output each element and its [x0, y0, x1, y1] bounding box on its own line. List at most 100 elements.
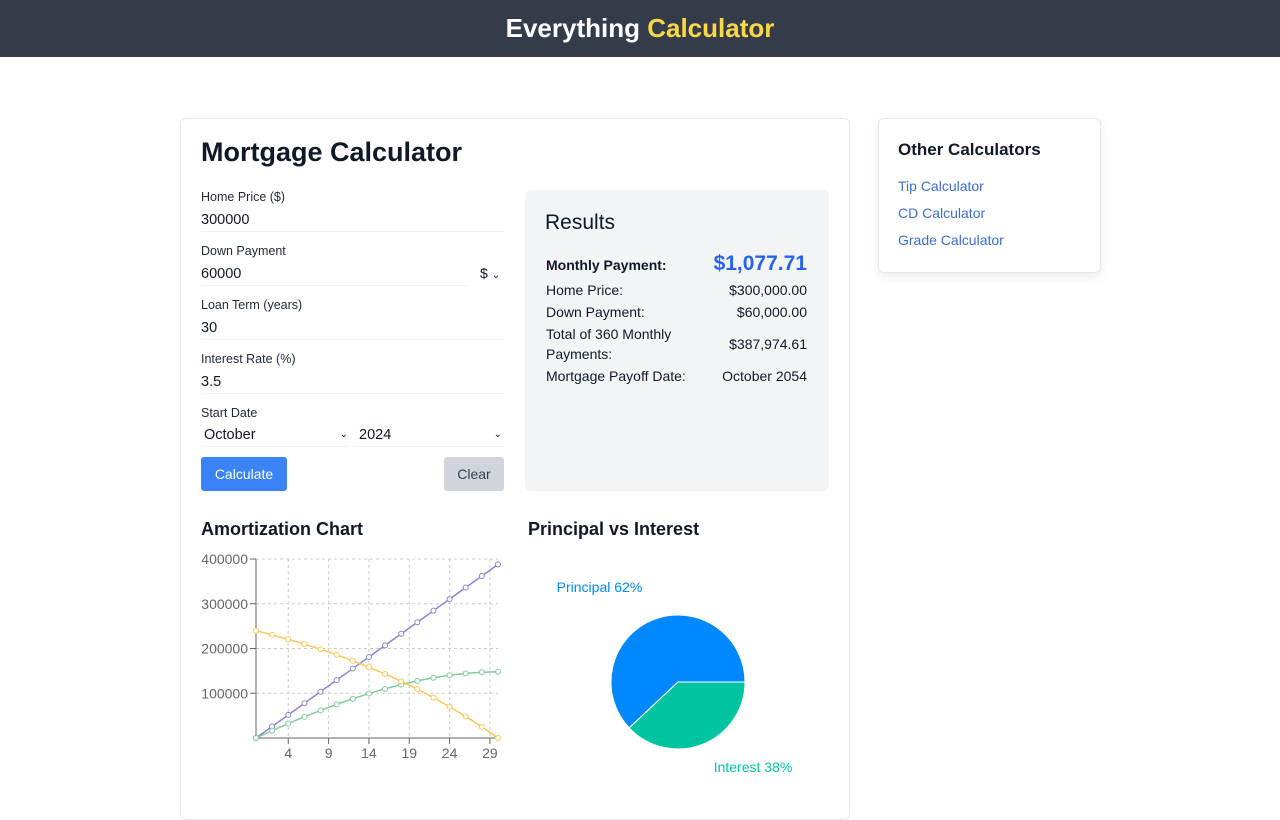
loan-term-input[interactable]: 30 [201, 317, 504, 340]
x-tick-label: 9 [325, 745, 333, 761]
y-tick-label: 300000 [201, 596, 248, 612]
pie-chart: Principal 62% Interest 38% [557, 579, 793, 775]
pie-slice [610, 614, 746, 729]
slice-value: 62% [614, 579, 642, 595]
x-tick-label: 14 [361, 745, 377, 761]
chart-title: Amortization Chart [201, 519, 363, 539]
point [365, 664, 372, 671]
slice-label: Principal 62% [557, 579, 643, 595]
amortization-chart: 100000 200000 300000 400000 4 9 14 19 24 29 [201, 551, 501, 761]
point [478, 723, 485, 730]
monthly-payment: $1,077.71 [713, 252, 807, 275]
unit-value: $ [480, 265, 488, 281]
y-tick-label: 100000 [201, 685, 248, 701]
y-tick-label: 400000 [201, 551, 248, 567]
home-price-input[interactable]: 300000 [201, 209, 504, 232]
y-tick-label: 200000 [201, 641, 248, 657]
point [495, 668, 501, 675]
field-label: Home Price ($) [201, 190, 286, 204]
point [269, 727, 276, 734]
point [317, 707, 324, 714]
point [430, 674, 437, 681]
site-title: Everything [505, 13, 640, 43]
down-payment-input[interactable]: 60000 [201, 263, 469, 286]
point [285, 711, 292, 718]
point [398, 678, 405, 685]
year-select[interactable]: 2024 ⌄ [356, 424, 504, 447]
point [349, 657, 356, 664]
point [398, 630, 405, 637]
series-line [255, 671, 499, 739]
field-label: Down Payment [201, 244, 286, 258]
chart-title: Principal vs Interest [528, 519, 700, 539]
result-value: $300,000.00 [729, 282, 807, 298]
x-tick-label: 4 [284, 745, 292, 761]
result-label: Monthly Payment: [546, 257, 667, 273]
point [301, 641, 308, 648]
point [333, 701, 340, 708]
interest-rate-input[interactable]: 3.5 [201, 371, 504, 394]
point [365, 653, 372, 660]
point [253, 735, 259, 741]
point [269, 631, 276, 638]
point [414, 677, 421, 684]
point [382, 642, 389, 649]
calculator-title: Mortgage Calculator [201, 137, 463, 167]
point [478, 572, 485, 579]
point [446, 703, 453, 710]
field-label: Interest Rate (%) [201, 352, 296, 366]
calculator-link[interactable]: Grade Calculator [898, 232, 1004, 248]
calculator-link[interactable]: Tip Calculator [898, 178, 984, 194]
sidebar-card [878, 118, 1101, 273]
result-label: Home Price: [546, 282, 624, 298]
point [349, 695, 356, 702]
result-label: Down Payment: [546, 304, 645, 320]
slice-name: Principal [557, 579, 611, 595]
slice-value: 38% [764, 759, 792, 775]
point [333, 677, 340, 684]
slice-name: Interest [714, 759, 761, 775]
result-label: Total of 360 Monthly Payments: [546, 326, 672, 362]
point [495, 561, 501, 568]
point [317, 646, 324, 653]
point [462, 670, 469, 677]
result-value: $387,974.61 [729, 336, 807, 352]
point [446, 596, 453, 603]
site-header: Everything Calculator [0, 0, 1280, 57]
result-label: Mortgage Payoff Date: [546, 368, 686, 384]
month-value: October [204, 427, 256, 443]
point [414, 619, 421, 626]
point [301, 713, 308, 720]
result-value: $60,000.00 [736, 304, 807, 320]
point [382, 685, 389, 692]
sidebar-title: Other Calculators [898, 140, 1041, 159]
point [430, 694, 437, 701]
slice-label: Interest 38% [714, 759, 793, 775]
calculator-link[interactable]: CD Calculator [898, 205, 986, 221]
point [495, 735, 501, 741]
point [462, 584, 469, 591]
x-tick-label: 29 [482, 745, 498, 761]
series-line [255, 563, 499, 739]
point [365, 690, 372, 697]
point [333, 651, 340, 658]
clear-button[interactable]: Clear [444, 457, 504, 491]
calculate-button[interactable]: Calculate [201, 457, 287, 491]
point [478, 669, 485, 676]
results-title: Results [545, 211, 616, 234]
result-value: October 2054 [722, 368, 807, 384]
point [430, 607, 437, 614]
point [285, 636, 292, 643]
unit-select[interactable]: $ ⌄ [480, 265, 501, 281]
site-title-accent: Calculator [647, 13, 775, 43]
point [446, 672, 453, 679]
point [349, 665, 356, 672]
point [382, 671, 389, 678]
month-select[interactable]: October ⌄ [201, 424, 350, 447]
x-tick-label: 19 [401, 745, 417, 761]
x-tick-label: 24 [442, 745, 458, 761]
point [414, 686, 421, 693]
results-panel [525, 190, 829, 491]
year-value: 2024 [359, 427, 392, 443]
